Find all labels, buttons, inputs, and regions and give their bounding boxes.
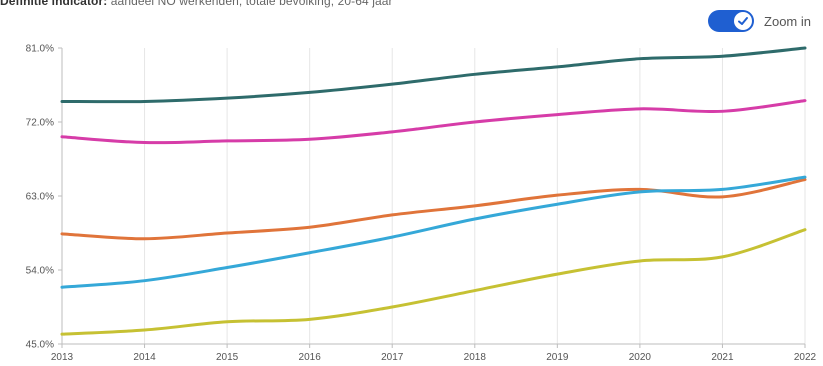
series-line-2 [60,99,807,145]
zoom-label: Zoom in [764,13,811,29]
x-tick-labels: 2013 2014 2015 2016 2017 2018 2019 2020 2021 2022 [51,352,817,363]
series-line-4 [60,175,807,289]
indicator-label: Definitie indicator: [0,0,108,8]
x-tick-label: 2015 [216,352,239,363]
y-tick-label: 54.0% [26,266,54,277]
zoom-control: Zoom in [708,10,811,32]
y-tick-label: 63.0% [26,192,54,203]
y-tick-label: 45.0% [26,340,54,351]
x-tick-label: 2020 [629,352,652,363]
x-tick-label: 2014 [133,352,156,363]
chart-subtitle: Definitie indicator: aandeel NO werkende… [0,0,393,8]
zoom-toggle[interactable] [708,10,755,32]
x-tick-label: 2017 [381,352,404,363]
x-tick-label: 2016 [299,352,322,363]
series-lines [60,46,807,336]
x-tick-label: 2018 [464,352,487,363]
x-tick-label: 2022 [794,352,817,363]
indicator-text: aandeel NO werkenden, totale bevolking, … [110,0,393,8]
y-tick-label: 72.0% [26,118,54,129]
series-line-1 [60,46,807,104]
y-tick-labels: 45.0% 54.0% 63.0% 72.0% 81.0% [26,44,54,351]
axes [58,47,806,348]
series-line-3 [60,178,807,241]
series-line-5 [60,228,807,336]
y-tick-label: 81.0% [26,44,54,55]
x-tick-label: 2019 [546,352,569,363]
x-tick-label: 2021 [711,352,734,363]
grid-lines [144,48,806,344]
x-tick-label: 2013 [51,352,74,363]
check-icon [734,12,753,30]
